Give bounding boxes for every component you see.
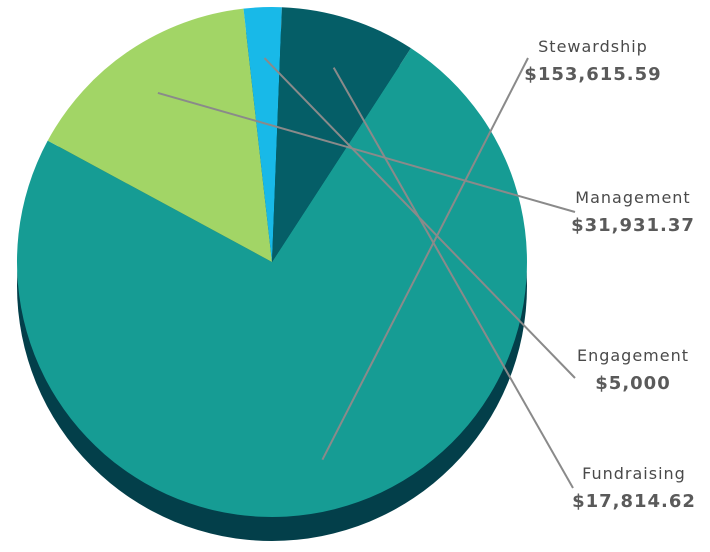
label-value-management: $31,931.37 [571, 215, 695, 236]
label-value-fundraising: $17,814.62 [572, 491, 696, 512]
leader-lines [157, 57, 576, 489]
pie-slices [16, 6, 527, 518]
label-value-engagement: $5,000 [595, 373, 670, 394]
pie-slice-engagement [243, 6, 282, 262]
label-name-engagement: Engagement [577, 346, 689, 365]
label-name-stewardship: Stewardship [538, 37, 648, 56]
leader-line-fundraising [332, 67, 574, 489]
pie-slice-fundraising [272, 7, 411, 262]
label-value-stewardship: $153,615.59 [524, 64, 661, 85]
pie-slice-management [47, 8, 273, 262]
leader-line-management [157, 91, 576, 213]
label-name-fundraising: Fundraising [582, 464, 686, 483]
leader-line-stewardship [321, 57, 529, 461]
pie-slice-stewardship [16, 48, 527, 518]
slice-labels: Stewardship $153,615.59 Management $31,9… [524, 37, 696, 512]
label-name-management: Management [575, 188, 690, 207]
